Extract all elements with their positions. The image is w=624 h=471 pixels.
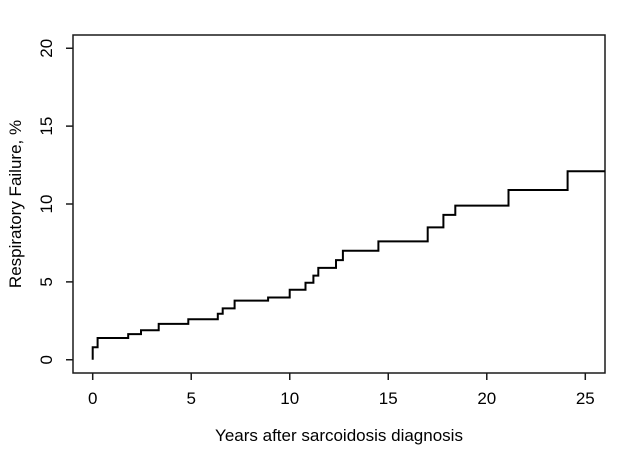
x-axis-title: Years after sarcoidosis diagnosis: [215, 426, 463, 445]
cumulative-incidence-step-curve: [91, 170, 605, 360]
x-axis-tick-label: 5: [186, 389, 195, 408]
x-axis-tick-label: 10: [280, 389, 299, 408]
y-axis-tick-label: 20: [37, 39, 56, 58]
y-axis-title: Respiratory Failure, %: [6, 119, 25, 289]
x-axis-tick-label: 20: [477, 389, 496, 408]
y-axis-tick-label: 15: [37, 117, 56, 136]
plot-box: [72, 34, 606, 374]
x-axis-tick-label: 15: [379, 389, 398, 408]
y-axis-tick-label: 5: [37, 277, 56, 286]
x-axis-tick-label: 25: [576, 389, 595, 408]
y-axis-tick-label: 0: [37, 355, 56, 364]
y-axis-tick-label: 10: [37, 195, 56, 214]
x-axis-tick-label: 0: [88, 389, 97, 408]
